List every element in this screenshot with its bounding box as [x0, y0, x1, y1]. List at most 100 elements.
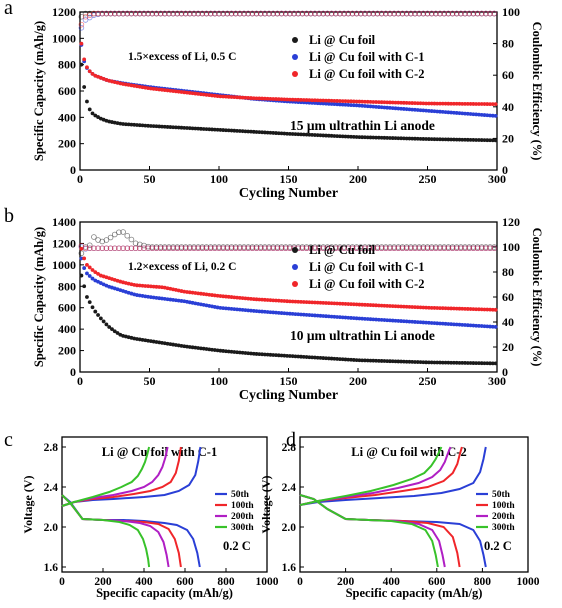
- capacity-point: [207, 347, 212, 352]
- capacity-point: [429, 321, 434, 325]
- efficiency-point: [128, 10, 135, 17]
- efficiency-point: [149, 245, 156, 252]
- capacity-point: [354, 103, 359, 108]
- capacity-point: [174, 343, 178, 347]
- capacity-point: [249, 96, 253, 100]
- capacity-point: [340, 357, 345, 362]
- capacity-point: [243, 95, 248, 100]
- efficiency-point: [357, 10, 364, 17]
- capacity-point: [485, 113, 490, 118]
- efficiency-point: [191, 245, 197, 252]
- efficiency-point: [391, 245, 397, 252]
- capacity-point: [246, 96, 251, 100]
- capacity-point: [368, 99, 373, 104]
- capacity-point: [268, 96, 273, 101]
- capacity-point: [179, 125, 184, 130]
- efficiency-point: [403, 245, 410, 252]
- capacity-point: [449, 137, 454, 142]
- capacity-point: [221, 128, 226, 132]
- capacity-point: [290, 299, 295, 304]
- efficiency-point: [170, 10, 176, 17]
- capacity-point: [457, 360, 462, 365]
- capacity-point: [399, 100, 403, 105]
- efficiency-point: [191, 10, 197, 17]
- capacity-point: [132, 122, 137, 127]
- x-axis-label: Specific capacity (mAh/g): [346, 586, 483, 600]
- capacity-point: [426, 360, 431, 365]
- capacity-point: [185, 90, 189, 95]
- capacity-point: [154, 295, 159, 300]
- capacity-point: [229, 306, 234, 311]
- plot-frame: [79, 11, 498, 171]
- capacity-point: [401, 304, 406, 309]
- capacity-point: [146, 338, 151, 343]
- efficiency-point: [99, 10, 106, 17]
- y-tick-label: 1200: [52, 236, 76, 250]
- capacity-point: [418, 136, 423, 141]
- x-tick-label: 200: [349, 172, 367, 186]
- panel-c: 0 200 400 600 800 1000 1.6 2.0 2.4 2.8 Specific ca…: [21, 436, 279, 600]
- efficiency-point: [474, 245, 481, 252]
- capacity-point: [432, 137, 437, 142]
- capacity-point: [240, 296, 245, 301]
- capacity-point: [329, 356, 334, 361]
- capacity-point: [452, 110, 456, 115]
- voltage-curve-discharge: [61, 494, 182, 568]
- capacity-point: [363, 358, 367, 363]
- capacity-point: [346, 99, 351, 104]
- capacity-point: [190, 91, 195, 96]
- capacity-point: [382, 135, 387, 140]
- capacity-point: [354, 316, 359, 321]
- efficiency-point: [187, 10, 193, 17]
- capacity-point: [254, 352, 259, 356]
- capacity-point: [274, 298, 278, 303]
- capacity-point: [324, 314, 328, 319]
- capacity-point: [321, 101, 326, 106]
- efficiency-point: [345, 245, 352, 252]
- capacity-point: [477, 112, 481, 117]
- capacity-point: [410, 101, 415, 105]
- capacity-point: [315, 101, 320, 106]
- capacity-point: [474, 112, 479, 117]
- capacity-point: [468, 323, 473, 328]
- capacity-point: [457, 306, 462, 311]
- capacity-point: [488, 102, 492, 107]
- capacity-point: [232, 307, 237, 312]
- efficiency-point: [370, 245, 377, 252]
- legend-label: 100th: [492, 501, 515, 511]
- efficiency-point: [212, 10, 218, 17]
- capacity-point: [440, 360, 445, 365]
- capacity-point: [421, 137, 426, 141]
- efficiency-point: [483, 245, 489, 252]
- capacity-point: [335, 134, 340, 138]
- capacity-point: [426, 137, 431, 141]
- capacity-point: [224, 349, 228, 354]
- capacity-point: [151, 295, 156, 300]
- capacity-point: [276, 298, 281, 303]
- capacity-point: [332, 102, 337, 107]
- anode-note: 10 μm ultrathin Li anode: [290, 328, 435, 343]
- capacity-point: [340, 102, 345, 107]
- efficiency-point: [124, 10, 131, 17]
- capacity-point: [354, 358, 359, 363]
- efficiency-point: [91, 10, 97, 17]
- efficiency-point: [466, 10, 473, 17]
- efficiency-point: [107, 234, 114, 241]
- efficiency-point: [428, 10, 435, 17]
- y-tick-label: 1000: [52, 31, 76, 45]
- y-tick-label: 2.4: [44, 482, 59, 494]
- y-tick-label: 1400: [52, 215, 76, 229]
- efficiency-point: [366, 10, 372, 17]
- capacity-point: [310, 355, 315, 360]
- capacity-point: [390, 318, 395, 323]
- capacity-point: [399, 359, 403, 364]
- capacity-point: [313, 355, 317, 360]
- capacity-point: [390, 136, 395, 140]
- efficiency-point: [149, 10, 156, 17]
- y2-tick-label: 100: [502, 5, 520, 19]
- capacity-point: [293, 299, 298, 304]
- legend-marker: [292, 247, 298, 253]
- capacity-point: [463, 361, 467, 365]
- capacity-point: [343, 357, 348, 362]
